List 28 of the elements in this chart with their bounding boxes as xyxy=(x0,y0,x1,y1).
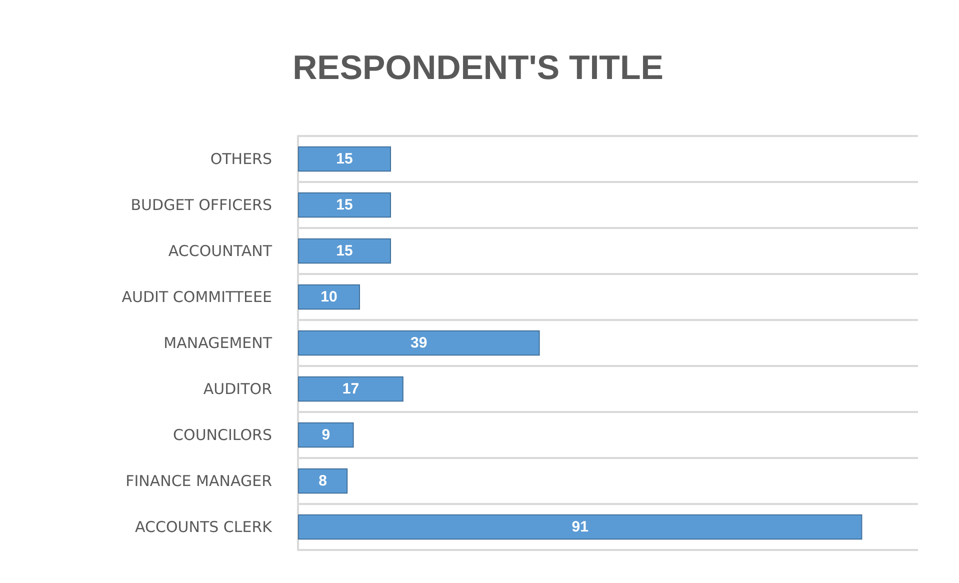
bar xyxy=(298,514,862,540)
data-label: 91 xyxy=(572,518,588,536)
data-label: 9 xyxy=(322,426,330,444)
y-tick-label: AUDITOR xyxy=(203,380,272,398)
data-label: 15 xyxy=(336,196,353,214)
y-tick-label: OTHERS xyxy=(210,150,272,168)
chart-title: RESPONDENT'S TITLE xyxy=(292,49,664,87)
y-tick-label: MANAGEMENT xyxy=(164,334,273,352)
bar xyxy=(298,330,540,356)
data-label: 39 xyxy=(410,334,428,352)
bar xyxy=(298,284,360,310)
bar xyxy=(298,146,391,172)
bar xyxy=(298,376,404,402)
bar xyxy=(298,468,348,494)
data-label: 17 xyxy=(342,380,360,398)
bar xyxy=(298,422,354,448)
y-tick-label: AUDIT COMMITTEEE xyxy=(122,288,272,306)
data-label: 8 xyxy=(318,472,327,490)
y-tick-label: FINANCE MANAGER xyxy=(126,472,272,490)
bar xyxy=(298,192,391,218)
data-label: 10 xyxy=(320,288,338,306)
y-tick-label: BUDGET OFFICERS xyxy=(130,196,272,214)
y-tick-label: COUNCILORS xyxy=(173,426,272,444)
y-tick-label: ACCOUNTS CLERK xyxy=(135,518,274,536)
bar xyxy=(298,238,391,264)
y-tick-label: ACCOUNTANT xyxy=(168,242,273,260)
data-label: 15 xyxy=(336,150,353,168)
data-label: 15 xyxy=(336,242,353,260)
